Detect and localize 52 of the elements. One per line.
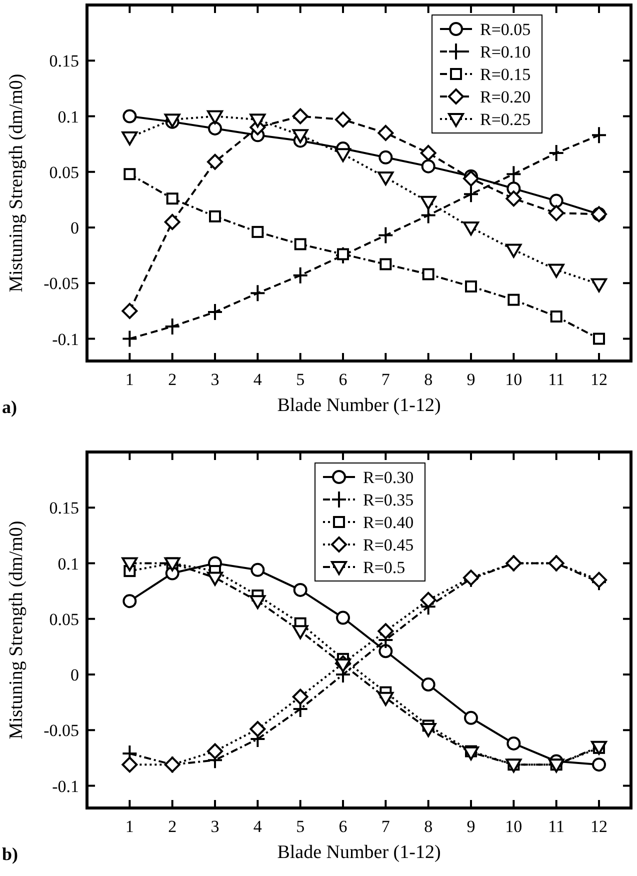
y-tick-label: -0.05 xyxy=(44,721,79,740)
x-axis-title: Blade Number (1-12) xyxy=(277,842,441,863)
legend-label: R=0.40 xyxy=(363,513,414,532)
x-tick-label: 9 xyxy=(466,817,476,836)
x-tick-label: 10 xyxy=(505,817,522,836)
x-tick-label: 10 xyxy=(505,370,522,389)
x-tick-label: 3 xyxy=(210,817,220,836)
legend-label: R=0.05 xyxy=(480,20,531,39)
legend-label: R=0.15 xyxy=(480,65,531,84)
x-tick-label: 4 xyxy=(253,817,262,836)
x-tick-label: 8 xyxy=(424,817,433,836)
legend-label: R=0.25 xyxy=(480,110,531,129)
y-tick-label: 0.1 xyxy=(58,107,79,126)
x-tick-label: 1 xyxy=(125,817,134,836)
x-tick-label: 12 xyxy=(590,370,608,389)
legend-label: R=0.20 xyxy=(480,88,531,106)
x-tick-label: 1 xyxy=(125,370,134,389)
y-tick-label: 0.05 xyxy=(49,162,79,182)
y-tick-label: -0.1 xyxy=(52,776,79,796)
x-tick-label: 5 xyxy=(296,370,305,389)
x-tick-label: 2 xyxy=(168,817,177,836)
y-tick-label: 0.15 xyxy=(49,52,79,71)
x-tick-label: 6 xyxy=(338,370,348,389)
x-tick-label: 8 xyxy=(424,370,433,389)
y-tick-label: -0.1 xyxy=(52,330,79,349)
legend-label: R=0.30 xyxy=(363,468,414,487)
text: a) xyxy=(2,397,17,417)
x-tick-label: 2 xyxy=(168,370,177,389)
x-tick-label: 5 xyxy=(296,817,305,836)
legend-label: R=0.35 xyxy=(363,490,414,510)
x-tick-label: 4 xyxy=(253,370,262,389)
x-tick-label: 11 xyxy=(548,817,565,836)
x-tick-label: 6 xyxy=(338,817,348,836)
legend-label: R=0.5 xyxy=(363,558,406,577)
y-axis-title: Mistuning Strength (dm/m0) xyxy=(6,520,27,740)
x-tick-label: 3 xyxy=(210,370,220,389)
legend-label: R=0.45 xyxy=(363,536,414,554)
x-tick-label: 9 xyxy=(466,370,476,389)
y-tick-label: -0.05 xyxy=(44,274,79,294)
x-tick-label: 7 xyxy=(381,817,390,836)
y-tick-label: 0.05 xyxy=(49,610,79,629)
x-tick-label: 11 xyxy=(548,370,565,389)
y-tick-label: 0 xyxy=(70,666,79,684)
y-tick-label: 0 xyxy=(70,218,79,238)
text: b) xyxy=(2,844,18,864)
y-tick-label: 0.15 xyxy=(49,498,79,518)
y-tick-label: 0.1 xyxy=(58,554,79,574)
x-axis-title: Blade Number (1-12) xyxy=(277,395,441,416)
y-axis-title: Mistuning Strength (dm/m0) xyxy=(6,74,27,292)
x-tick-label: 7 xyxy=(381,370,390,389)
legend-label: R=0.10 xyxy=(480,42,531,62)
x-tick-label: 12 xyxy=(590,817,608,836)
